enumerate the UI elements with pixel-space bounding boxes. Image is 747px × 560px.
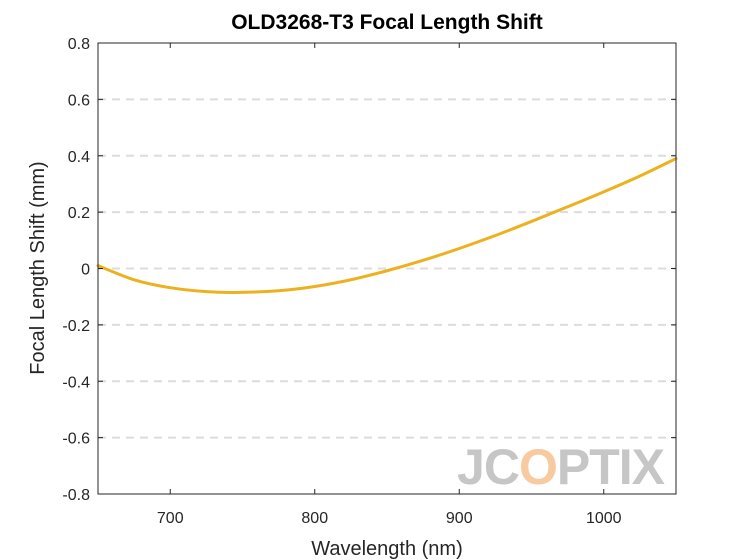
y-tick-label: -0.6 [62,431,90,448]
y-tick-label: -0.4 [62,374,90,391]
x-tick-label: 1000 [586,510,622,527]
y-tick-label: 0.2 [68,205,90,222]
y-tick-label: -0.2 [62,318,90,335]
watermark-logo: JCOPTIX [457,439,666,495]
x-tick-label: 700 [157,510,184,527]
x-tick-label: 900 [446,510,473,527]
series-layer [96,157,678,294]
y-tick-label: 0 [81,262,90,279]
axis-ticks: -0.8 -0.6 -0.4 -0.2 0 0.2 0.4 0.6 0.8 700 800 900 10… [62,36,676,527]
logo-wordmark: JCOPTIX [457,439,665,495]
x-axis-label: Wavelength (nm) [311,538,463,560]
y-tick-label: 0.8 [68,36,90,53]
x-tick-label: 800 [301,510,328,527]
series-line [96,157,678,294]
y-tick-label: 0.6 [68,92,90,109]
y-tick-label: -0.8 [62,487,90,504]
y-axis-label: Focal Length Shift (mm) [27,161,49,374]
grid-lines [98,98,676,439]
chart-title: OLD3268-T3 Focal Length Shift [231,11,543,34]
y-tick-label: 0.4 [68,149,90,166]
